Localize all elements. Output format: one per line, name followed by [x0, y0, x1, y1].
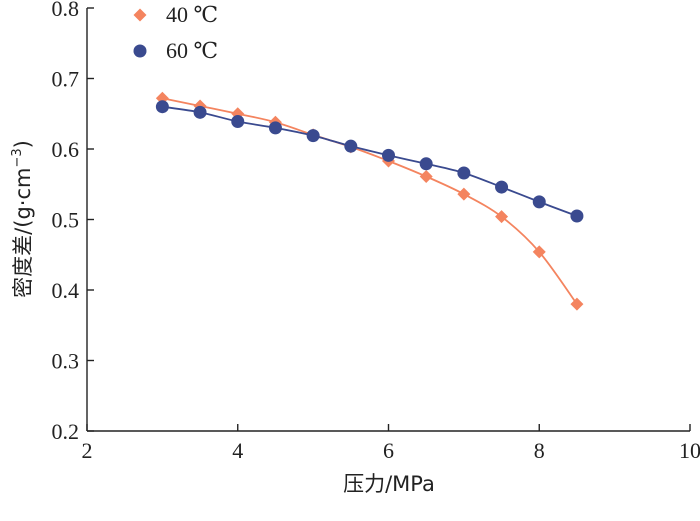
data-point	[155, 100, 169, 114]
data-point	[193, 105, 207, 119]
y-ticks: 0.2 0.3 0.4 0.5 0.6 0.7 0.8	[52, 0, 94, 444]
legend-marker	[133, 8, 147, 22]
data-point	[457, 187, 471, 201]
data-point	[344, 139, 358, 153]
data-point	[457, 166, 471, 180]
data-point	[231, 115, 245, 129]
series-0	[155, 91, 584, 311]
legend-entry-40c: 40 ℃	[133, 2, 218, 27]
data-point	[382, 148, 395, 162]
y-axis-title-main: 密度差/(g·cm	[11, 168, 35, 298]
data-point	[306, 129, 320, 143]
data-point	[419, 157, 433, 171]
x-tick-label: 10	[679, 438, 700, 463]
data-point	[419, 169, 433, 183]
legend-marker	[133, 44, 147, 58]
y-axis-title-sup: −3	[10, 148, 25, 167]
legend-entry-60c: 60 ℃	[133, 38, 218, 63]
data-point	[532, 195, 546, 209]
data-point	[570, 209, 584, 223]
y-tick-label: 0.5	[52, 208, 80, 233]
data-point	[532, 245, 546, 259]
data-point	[268, 121, 282, 135]
y-tick-label: 0.6	[52, 137, 80, 162]
y-tick-label: 0.7	[52, 67, 80, 92]
x-tick-label: 2	[82, 438, 93, 463]
y-axis-title: 密度差/(g·cm−3)	[10, 140, 35, 298]
legend-label-40c: 40 ℃	[166, 2, 218, 27]
plot-axes	[86, 8, 690, 432]
legend: 40 ℃ 60 ℃	[133, 2, 218, 63]
series-line	[162, 105, 578, 217]
legend-label-60c: 60 ℃	[166, 38, 218, 63]
y-tick-label: 0.3	[52, 349, 80, 374]
y-axis-title-close: )	[11, 140, 35, 148]
data-point	[495, 210, 509, 224]
x-ticks: 2 4 6 8 10	[82, 424, 700, 463]
y-tick-label: 0.2	[52, 419, 80, 444]
data-point	[495, 180, 509, 194]
data-point	[570, 297, 584, 311]
y-tick-label: 0.4	[52, 278, 80, 303]
series-line	[162, 97, 578, 305]
series-layer	[155, 91, 584, 311]
x-tick-label: 6	[383, 438, 394, 463]
x-tick-label: 8	[534, 438, 545, 463]
series-1	[155, 100, 584, 223]
y-tick-label: 0.8	[52, 0, 80, 21]
x-axis-title: 压力/MPa	[343, 472, 435, 496]
x-tick-label: 4	[232, 438, 243, 463]
